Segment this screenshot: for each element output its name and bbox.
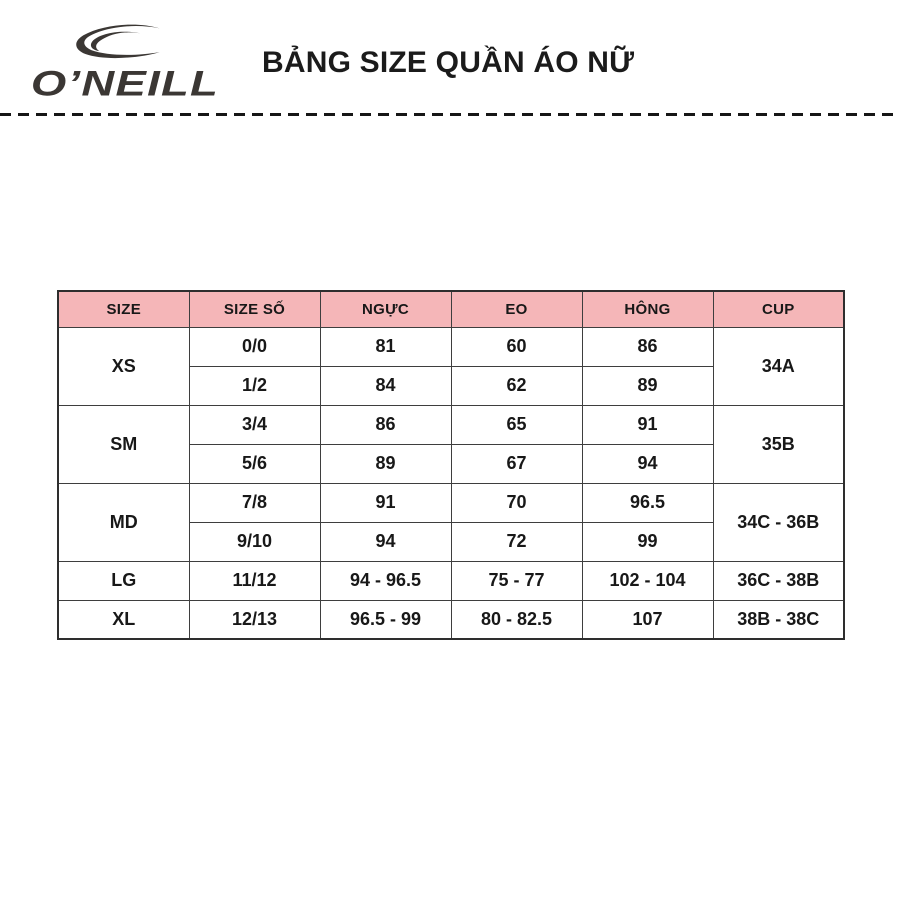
waist-cell: 75 - 77 — [450, 560, 583, 601]
size-number-cell: 1/2 — [188, 365, 321, 406]
chest-cell: 86 — [319, 404, 452, 445]
cup-cell: 34A — [712, 326, 845, 406]
waist-cell: 70 — [450, 482, 583, 523]
hip-cell: 102 - 104 — [581, 560, 714, 601]
table-row: MD 7/8 91 70 96.5 34C - 36B — [57, 482, 845, 562]
waist-cell: 60 — [450, 326, 583, 367]
size-number-cell: 11/12 — [188, 560, 321, 601]
dashed-divider — [0, 113, 900, 116]
cup-cell: 38B - 38C — [712, 599, 845, 640]
size-number-cell: 9/10 — [188, 521, 321, 562]
header-cell-hip: HÔNG — [581, 290, 714, 328]
size-number-cell: 5/6 — [188, 443, 321, 484]
table-row: XL 12/13 96.5 - 99 80 - 82.5 107 38B - 3… — [57, 599, 845, 640]
cup-cell: 34C - 36B — [712, 482, 845, 562]
header-cell-cup: CUP — [712, 290, 845, 328]
header-cell-chest: NGỰC — [319, 290, 452, 328]
size-cell: LG — [57, 560, 190, 601]
table-row: SM 3/4 86 65 91 35B — [57, 404, 845, 484]
waist-cell: 65 — [450, 404, 583, 445]
hip-cell: 94 — [581, 443, 714, 484]
size-chart-table: SIZE SIZE SỐ NGỰC EO HÔNG CUP XS 0/0 81 … — [57, 290, 845, 640]
hip-cell: 86 — [581, 326, 714, 367]
chest-cell: 89 — [319, 443, 452, 484]
chest-cell: 94 - 96.5 — [319, 560, 452, 601]
chest-cell: 94 — [319, 521, 452, 562]
table-row: 5/6 89 67 94 — [58, 443, 844, 484]
table-header: SIZE SIZE SỐ NGỰC EO HÔNG CUP — [57, 290, 845, 328]
waist-cell: 72 — [450, 521, 583, 562]
size-number-cell: 3/4 — [188, 404, 321, 445]
oneill-logo: O’NEILL — [31, 24, 219, 104]
chest-cell: 84 — [319, 365, 452, 406]
header-cell-size-number: SIZE SỐ — [188, 290, 321, 328]
table-row: 1/2 84 62 89 — [58, 365, 844, 406]
hip-cell: 107 — [581, 599, 714, 640]
hip-cell: 89 — [581, 365, 714, 406]
size-number-cell: 0/0 — [188, 326, 321, 367]
table-row: LG 11/12 94 - 96.5 75 - 77 102 - 104 36C… — [57, 560, 845, 601]
cup-cell: 36C - 38B — [712, 560, 845, 601]
waist-cell: 80 - 82.5 — [450, 599, 583, 640]
table-row: XS 0/0 81 60 86 34A — [57, 326, 845, 406]
waist-cell: 62 — [450, 365, 583, 406]
hip-cell: 96.5 — [581, 482, 714, 523]
chest-cell: 96.5 - 99 — [319, 599, 452, 640]
header-cell-size: SIZE — [57, 290, 190, 328]
wave-icon — [76, 24, 160, 59]
size-cell: MD — [57, 482, 190, 562]
table-body: XS 0/0 81 60 86 34A 1/2 84 62 89 SM 3/4 … — [57, 326, 845, 640]
page-title: BẢNG SIZE QUẦN ÁO NỮ — [262, 46, 635, 79]
chest-cell: 91 — [319, 482, 452, 523]
logo-text: O’NEILL — [31, 64, 219, 104]
size-cell: XS — [57, 326, 190, 406]
cup-cell: 35B — [712, 404, 845, 484]
size-cell: SM — [57, 404, 190, 484]
size-cell: XL — [57, 599, 190, 640]
hip-cell: 91 — [581, 404, 714, 445]
header-row: SIZE SIZE SỐ NGỰC EO HÔNG CUP — [57, 290, 845, 328]
size-number-cell: 12/13 — [188, 599, 321, 640]
chest-cell: 81 — [319, 326, 452, 367]
waist-cell: 67 — [450, 443, 583, 484]
hip-cell: 99 — [581, 521, 714, 562]
size-number-cell: 7/8 — [188, 482, 321, 523]
table-row: 9/10 94 72 99 — [58, 521, 844, 562]
header-cell-waist: EO — [450, 290, 583, 328]
